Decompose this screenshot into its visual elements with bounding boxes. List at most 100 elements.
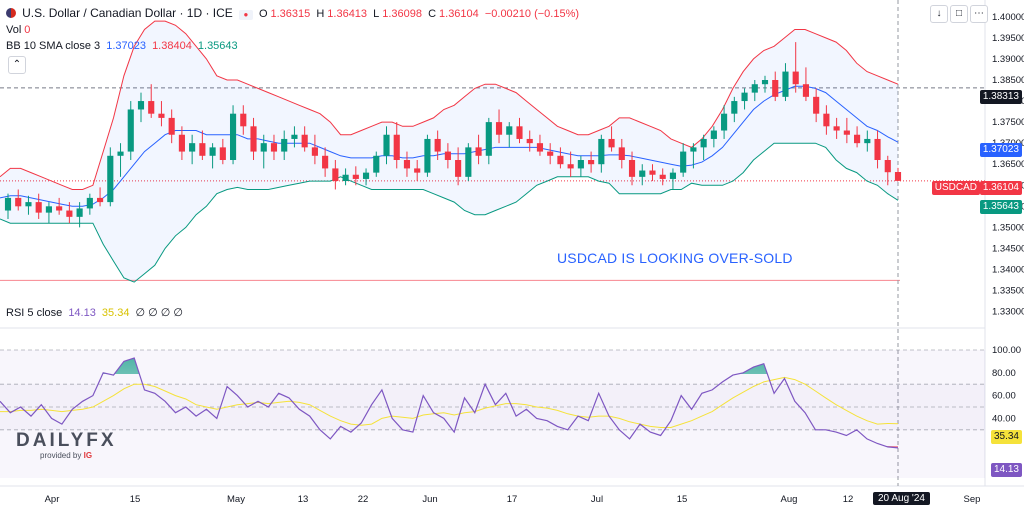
candle-body[interactable] [178,134,185,152]
candle-body[interactable] [874,138,881,160]
candle-body[interactable] [199,143,206,156]
collapse-legend-button[interactable]: ⌃ [8,56,26,74]
candle-body[interactable] [864,138,871,144]
candle-body[interactable] [680,151,687,173]
more-options-icon[interactable]: ⋯ [970,5,988,23]
candle-body[interactable] [209,147,216,156]
candle-body[interactable] [618,147,625,160]
candle-body[interactable] [322,155,329,169]
bb-upper-line[interactable] [0,20,899,190]
candle-body[interactable] [189,143,196,152]
candle-body[interactable] [250,126,257,152]
candle-body[interactable] [4,197,12,211]
candle-body[interactable] [434,138,441,152]
candle-body[interactable] [383,134,390,156]
candle-body[interactable] [66,210,73,217]
candle-body[interactable] [557,155,564,165]
candle-body[interactable] [260,143,267,152]
rsi-line[interactable] [0,357,899,449]
candle-body[interactable] [894,172,902,181]
candle-body[interactable] [495,122,503,135]
candle-body[interactable] [117,151,124,156]
candle-body[interactable] [424,138,431,173]
candle-body[interactable] [25,202,32,207]
candle-body[interactable] [240,113,247,127]
candle-body[interactable] [229,113,237,160]
candle-body[interactable] [772,80,779,97]
candle-body[interactable] [854,134,861,144]
candle-body[interactable] [158,113,165,118]
candle-body[interactable] [137,101,145,110]
candle-body[interactable] [516,126,523,139]
volume-legend[interactable]: Vol 0 [6,24,33,36]
rsi-legend[interactable]: RSI 5 close 14.13 35.34 ∅ ∅ ∅ ∅ [6,306,186,319]
rsi-ma-line[interactable] [0,376,899,428]
candle-body[interactable] [782,71,789,97]
bb-legend[interactable]: BB 10 SMA close 3 1.37023 1.38404 1.3564… [6,40,241,52]
candle-body[interactable] [639,170,646,177]
candle-body[interactable] [761,80,769,85]
candle-body[interactable] [86,197,93,209]
candle-body[interactable] [577,160,584,169]
candle-body[interactable] [373,155,380,173]
candle-body[interactable] [506,126,513,135]
candle-body[interactable] [393,134,400,160]
candle-body[interactable] [792,71,799,85]
candle-body[interactable] [485,122,492,156]
move-down-icon[interactable]: ↓ [930,5,948,23]
candle-body[interactable] [332,168,339,182]
candle-body[interactable] [45,206,52,213]
candle-body[interactable] [455,160,462,177]
bb-lower-line[interactable] [0,142,899,283]
candle-body[interactable] [97,197,104,203]
candle-body[interactable] [270,143,278,152]
candle-body[interactable] [833,126,840,131]
candle-body[interactable] [311,147,318,156]
candle-body[interactable] [588,160,595,165]
candle-body[interactable] [414,168,421,173]
candle-body[interactable] [281,138,288,152]
candle-body[interactable] [536,143,544,152]
candle-body[interactable] [598,138,605,165]
candle-body[interactable] [669,172,677,179]
candle-body[interactable] [731,101,738,114]
symbol-title[interactable]: U.S. Dollar / Canadian Dollar · 1D · ICE [22,6,233,20]
candle-body[interactable] [403,160,411,169]
candle-body[interactable] [721,113,728,131]
candle-body[interactable] [342,174,349,182]
candle-body[interactable] [690,147,697,152]
candle-body[interactable] [56,206,63,211]
candle-body[interactable] [219,147,226,160]
candle-body[interactable] [127,109,134,152]
candle-body[interactable] [465,147,472,177]
candle-body[interactable] [608,138,615,148]
candle-body[interactable] [567,164,574,169]
candle-body[interactable] [710,130,717,139]
candle-body[interactable] [802,84,809,97]
candle-body[interactable] [352,174,359,179]
candle-body[interactable] [813,96,820,114]
candle-body[interactable] [751,84,758,93]
candle-body[interactable] [884,160,891,173]
candle-body[interactable] [700,138,707,148]
candle-body[interactable] [301,134,308,148]
eye-icon[interactable]: ● [238,10,253,20]
candle-body[interactable] [76,208,83,217]
candle-body[interactable] [291,134,298,139]
candle-body[interactable] [526,138,533,144]
candle-body[interactable] [35,202,42,213]
maximize-pane-icon[interactable]: □ [950,5,968,23]
candle-body[interactable] [843,130,850,135]
candle-body[interactable] [168,117,175,135]
candle-body[interactable] [659,174,666,179]
candle-body[interactable] [628,160,636,177]
candle-body[interactable] [444,151,451,160]
candle-body[interactable] [547,151,554,156]
candle-body[interactable] [148,101,155,114]
candle-body[interactable] [362,172,370,179]
candle-body[interactable] [649,170,656,175]
candle-body[interactable] [15,197,22,207]
candle-body[interactable] [107,155,114,203]
candle-body[interactable] [823,113,830,127]
candle-body[interactable] [475,147,482,156]
